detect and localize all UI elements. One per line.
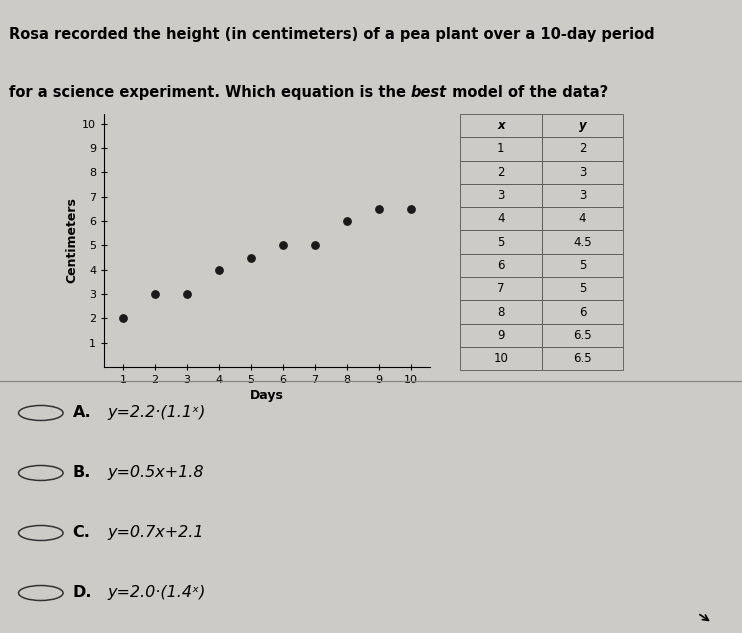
Point: [117, 313, 129, 323]
Point: [341, 216, 353, 226]
Text: y=0.5x+1.8: y=0.5x+1.8: [108, 465, 204, 480]
Point: [309, 241, 321, 251]
Point: [245, 253, 257, 263]
Text: y=2.0·(1.4ˣ): y=2.0·(1.4ˣ): [108, 586, 206, 601]
Point: [213, 265, 225, 275]
Point: [149, 289, 161, 299]
Y-axis label: Centimeters: Centimeters: [65, 197, 78, 284]
Text: D.: D.: [73, 586, 92, 601]
Point: [405, 204, 417, 214]
X-axis label: Days: Days: [250, 389, 284, 402]
Text: B.: B.: [73, 465, 91, 480]
Point: [373, 204, 385, 214]
Point: [278, 241, 289, 251]
Text: y=0.7x+2.1: y=0.7x+2.1: [108, 525, 204, 541]
Text: model of the data?: model of the data?: [447, 85, 608, 100]
Text: C.: C.: [73, 525, 91, 541]
Text: best: best: [411, 85, 447, 100]
Point: [181, 289, 193, 299]
Text: A.: A.: [73, 406, 91, 420]
Text: y=2.2·(1.1ˣ): y=2.2·(1.1ˣ): [108, 406, 206, 420]
Text: Rosa recorded the height (in centimeters) of a pea plant over a 10-day period: Rosa recorded the height (in centimeters…: [9, 27, 654, 42]
Text: for a science experiment. Which equation is the: for a science experiment. Which equation…: [9, 85, 411, 100]
